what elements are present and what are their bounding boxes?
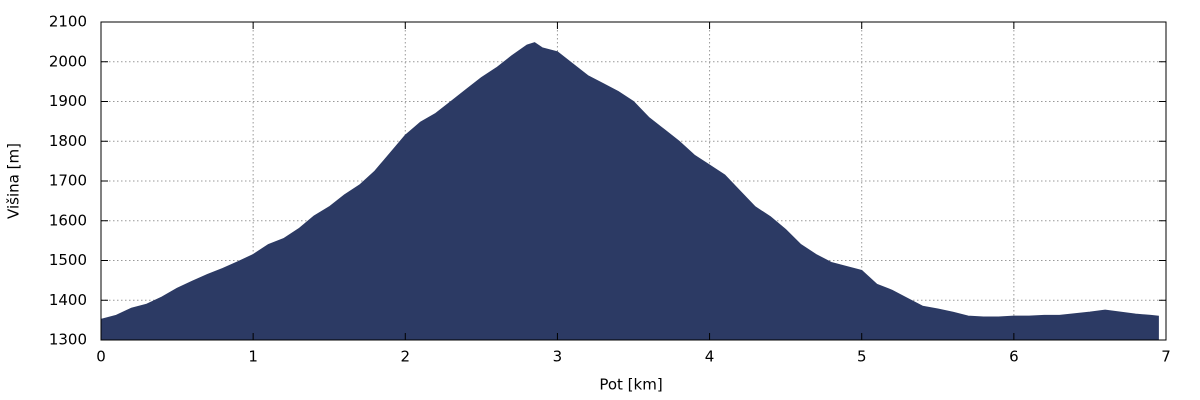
y-tick-label: 2000 <box>49 52 87 70</box>
y-tick-label: 1600 <box>49 211 87 229</box>
x-tick-label: 6 <box>1009 348 1019 366</box>
x-tick-label: 4 <box>705 348 715 366</box>
x-tick-label: 0 <box>96 348 106 366</box>
elevation-area <box>100 42 1159 341</box>
x-tick-label: 2 <box>401 348 411 366</box>
y-tick-label: 1500 <box>49 251 87 269</box>
y-axis-label: Višina [m] <box>5 143 23 219</box>
y-tick-label: 1400 <box>49 291 87 309</box>
plot-border <box>100 21 1167 341</box>
x-tick-label: 3 <box>553 348 563 366</box>
y-tick-label: 2100 <box>49 13 87 31</box>
x-axis-label: Pot [km] <box>599 376 662 394</box>
x-tick-label: 7 <box>1161 348 1171 366</box>
y-tick-label: 1800 <box>49 132 87 150</box>
y-tick-label: 1700 <box>49 172 87 190</box>
x-tick-label: 1 <box>248 348 258 366</box>
x-tick-label: 5 <box>857 348 867 366</box>
y-tick-label: 1900 <box>49 92 87 110</box>
y-tick-label: 1300 <box>49 331 87 349</box>
